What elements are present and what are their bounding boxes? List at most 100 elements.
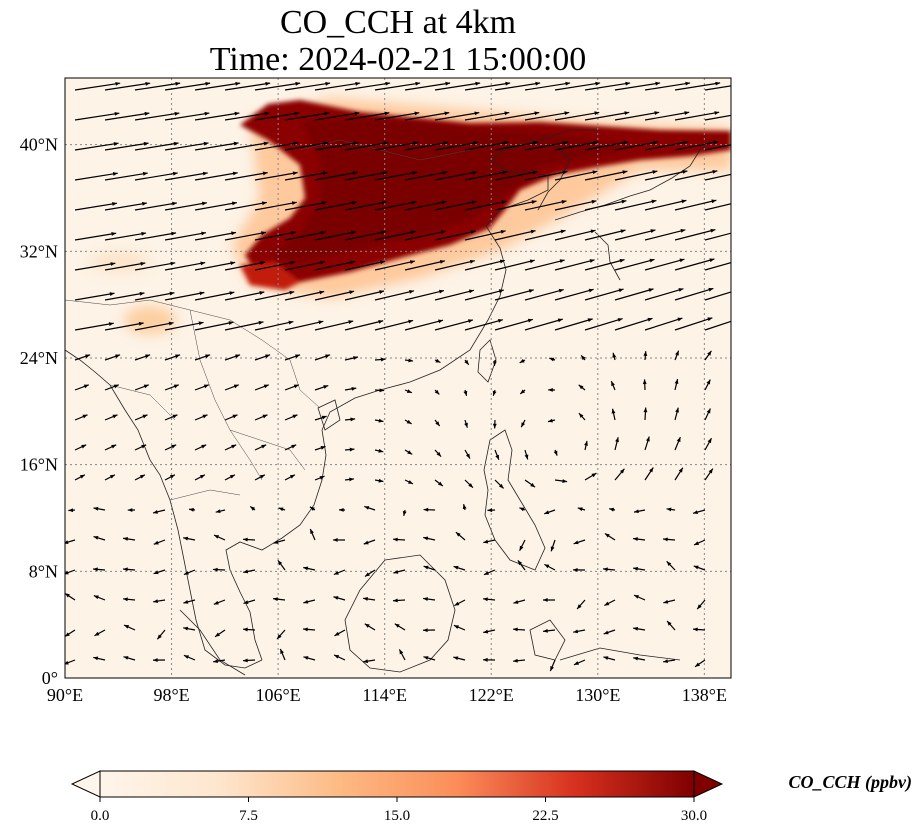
wind-vector	[74, 444, 87, 451]
wind-vector	[134, 111, 180, 121]
wind-vector	[434, 200, 477, 211]
wind-vector	[314, 200, 357, 211]
y-axis: 0° 8°N 16°N 24°N 32°N 40°N	[20, 135, 58, 688]
wind-vector	[643, 407, 648, 421]
lat-tick-label: 16°N	[20, 455, 58, 475]
wind-vector	[363, 539, 376, 545]
philippines-coast	[483, 429, 546, 571]
lon-tick-label: 98°E	[153, 685, 189, 705]
wind-vector	[578, 384, 586, 391]
wind-vector	[123, 536, 136, 541]
wind-vector	[344, 141, 389, 151]
wind-vector	[314, 111, 360, 121]
wind-vector	[276, 629, 286, 640]
wind-vector	[284, 81, 331, 91]
wind-vector	[277, 559, 286, 571]
wind-vector	[633, 509, 646, 514]
wind-vector	[284, 201, 327, 211]
wind-vector	[614, 437, 619, 451]
wind-vector	[482, 597, 496, 602]
wind-vector	[93, 535, 106, 541]
wind-vector	[614, 258, 655, 271]
wind-vector	[392, 598, 406, 603]
wind-vector	[152, 658, 166, 663]
wind-vector	[584, 288, 624, 301]
wind-vector	[704, 408, 711, 421]
wind-vector	[314, 475, 325, 481]
wind-vector	[332, 538, 346, 542]
wind-vector	[273, 539, 286, 544]
wind-vector	[584, 258, 625, 271]
wind-vector	[303, 656, 316, 661]
wind-vector	[608, 507, 616, 512]
wind-vector	[584, 111, 630, 121]
wind-vector	[134, 384, 149, 391]
wind-vector	[423, 597, 436, 601]
wind-vector	[213, 599, 226, 605]
wind-vector	[134, 231, 177, 241]
wind-vector	[578, 412, 586, 421]
wind-vector	[464, 289, 504, 301]
wind-vector	[524, 288, 564, 301]
wind-vector	[492, 419, 497, 429]
wind-vector	[224, 261, 266, 271]
wind-vector	[544, 509, 556, 515]
wind-vector	[254, 111, 300, 121]
wind-vector	[398, 649, 406, 661]
wind-vector	[643, 351, 648, 361]
wind-vector	[463, 389, 468, 396]
wind-vector	[224, 141, 269, 151]
wind-vector	[153, 569, 166, 575]
wind-vector	[104, 384, 119, 391]
wind-vector	[464, 170, 508, 181]
wind-vector	[122, 597, 136, 602]
wind-vector	[74, 354, 91, 361]
wind-vector	[580, 354, 586, 361]
wind-vector	[334, 629, 346, 637]
wind-vector	[333, 569, 346, 576]
wind-vector	[254, 290, 295, 301]
wind-vector	[577, 507, 586, 512]
wind-vector	[194, 414, 208, 421]
wind-vector	[644, 258, 685, 271]
wind-vector	[404, 81, 451, 91]
wind-vector	[74, 81, 121, 91]
map-panel[interactable]	[64, 77, 751, 679]
wind-vector	[520, 419, 526, 428]
wind-vector	[642, 379, 647, 391]
wind-vector	[494, 449, 500, 460]
wind-vector	[404, 200, 447, 211]
wind-vector	[254, 81, 301, 91]
wind-vector	[434, 141, 479, 151]
wind-vector	[674, 81, 721, 91]
wind-vector	[464, 259, 505, 271]
wind-vector	[614, 229, 656, 241]
wind-vector	[603, 656, 616, 661]
wind-vector	[434, 479, 444, 487]
wind-vector	[644, 467, 654, 481]
wind-vector	[74, 141, 119, 151]
wind-vector	[512, 658, 526, 663]
wind-vector	[104, 231, 147, 241]
wind-vector	[164, 414, 178, 421]
wind-vector	[254, 474, 266, 481]
wind-vector	[213, 659, 226, 664]
wind-vector	[183, 654, 196, 661]
wind-vector	[164, 261, 206, 271]
wind-vector	[524, 170, 568, 181]
wind-vector	[309, 528, 316, 541]
wind-vector	[93, 656, 106, 661]
wind-vector	[224, 81, 271, 91]
wind-vector	[254, 201, 297, 211]
wind-vector	[674, 467, 684, 481]
wind-vector	[453, 565, 466, 571]
wind-vector	[164, 171, 208, 181]
wind-vector	[338, 508, 346, 512]
wind-vector	[302, 627, 316, 632]
wind-vector	[194, 474, 206, 481]
wind-vector	[284, 474, 296, 481]
wind-vector	[404, 319, 444, 331]
borneo-coast	[344, 554, 456, 673]
wind-vector	[483, 539, 496, 544]
wind-vector	[573, 659, 586, 666]
